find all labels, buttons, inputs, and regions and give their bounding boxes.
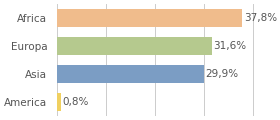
Bar <box>57 9 242 27</box>
Text: 0,8%: 0,8% <box>62 97 89 107</box>
Bar <box>57 93 61 111</box>
Bar <box>57 65 204 83</box>
Text: 29,9%: 29,9% <box>205 69 238 79</box>
Text: 31,6%: 31,6% <box>213 41 246 51</box>
Text: 37,8%: 37,8% <box>244 13 277 23</box>
Bar <box>57 37 212 55</box>
